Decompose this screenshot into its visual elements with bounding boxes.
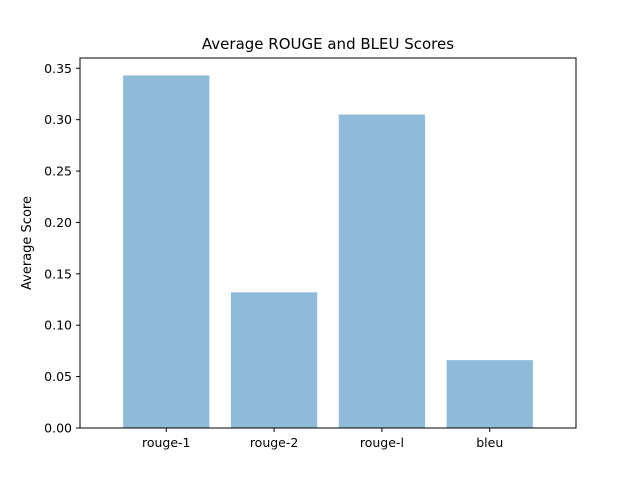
bar-rouge-2 [230,292,318,428]
x-tick-label: rouge-1 [142,435,191,450]
y-tick-label: 0.05 [44,369,72,384]
y-tick-label: 0.00 [44,421,72,436]
x-tick-label: rouge-l [360,435,404,450]
plot-frame [79,57,577,429]
x-tick-label: rouge-2 [250,435,299,450]
bar-bleu [446,360,533,428]
bar-rouge-l [338,114,426,429]
bars-group [123,75,533,429]
y-axis: 0.00 0.05 0.10 0.15 0.20 0.25 0.30 0.35 [44,61,80,436]
y-tick-label: 0.10 [44,318,72,333]
y-tick-label: 0.15 [44,266,72,281]
y-tick-label: 0.20 [44,215,72,230]
x-tick-label: bleu [476,435,503,450]
y-tick-label: 0.25 [44,164,72,179]
x-axis: rouge-1 rouge-2 rouge-l bleu [142,428,503,450]
y-tick-label: 0.30 [44,112,72,127]
chart-title: Average ROUGE and BLEU Scores [202,35,454,53]
bar-rouge-1 [123,75,210,428]
y-tick-label: 0.35 [44,61,72,76]
y-axis-label: Average Score [20,196,35,290]
